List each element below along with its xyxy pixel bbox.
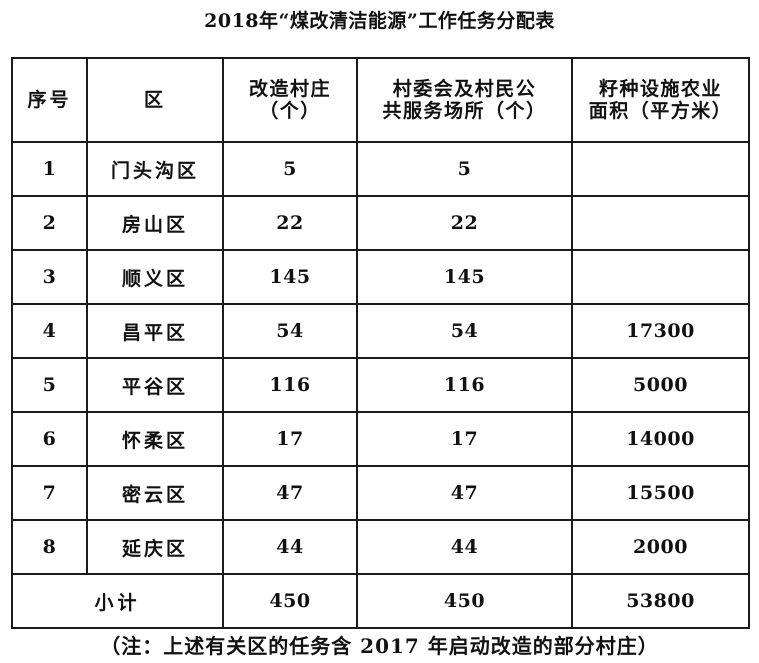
cell-index: 5 <box>11 357 88 413</box>
cell-service-sites: 17 <box>356 411 573 467</box>
table-header: 序号 区 改造村庄 （个） 村委会及村民公 共服务场所（个） 籽种设施农业 面积… <box>11 57 750 143</box>
table-footnote: （注：上述有关区的任务含 2017 年启动改造的部分村庄） <box>100 634 659 658</box>
cell-index: 3 <box>11 249 88 305</box>
cell-greenhouse-area: 2000 <box>571 519 750 575</box>
cell-greenhouse-area <box>571 195 750 251</box>
table-row: 4 昌平区 54 54 17300 <box>11 303 750 359</box>
cell-index: 1 <box>11 141 88 197</box>
cell-greenhouse-area: 15500 <box>571 465 750 521</box>
cell-service-sites: 145 <box>356 249 573 305</box>
column-header-greenhouse-area: 籽种设施农业 面积（平方米） <box>571 57 750 143</box>
cell-villages: 22 <box>222 195 358 251</box>
cell-district: 房山区 <box>86 195 224 251</box>
cell-district: 平谷区 <box>86 357 224 413</box>
cell-greenhouse-area: 5000 <box>571 357 750 413</box>
table-row: 1 门头沟区 5 5 <box>11 141 750 197</box>
table-header-row: 序号 区 改造村庄 （个） 村委会及村民公 共服务场所（个） 籽种设施农业 面积… <box>11 57 750 143</box>
cell-index: 2 <box>11 195 88 251</box>
column-header-greenhouse-area-line2: 面积（平方米） <box>588 100 733 122</box>
cell-service-sites: 5 <box>356 141 573 197</box>
cell-subtotal-label: 小计 <box>11 573 224 629</box>
table-subtotal-row: 小计 450 450 53800 <box>11 573 750 629</box>
column-header-service-sites: 村委会及村民公 共服务场所（个） <box>356 57 573 143</box>
table-body: 1 门头沟区 5 5 2 房山区 22 22 3 顺义区 145 <box>11 141 750 629</box>
cell-greenhouse-area: 17300 <box>571 303 750 359</box>
cell-district: 顺义区 <box>86 249 224 305</box>
cell-index: 8 <box>11 519 88 575</box>
cell-district: 昌平区 <box>86 303 224 359</box>
cell-subtotal-service-sites: 450 <box>356 573 573 629</box>
cell-villages: 44 <box>222 519 358 575</box>
cell-district: 密云区 <box>86 465 224 521</box>
cell-villages: 5 <box>222 141 358 197</box>
column-header-villages-line1: 改造村庄 <box>248 77 331 100</box>
cell-service-sites: 47 <box>356 465 573 521</box>
cell-villages: 116 <box>222 357 358 413</box>
cell-subtotal-villages: 450 <box>222 573 358 629</box>
cell-greenhouse-area: 14000 <box>571 411 750 467</box>
table-row: 3 顺义区 145 145 <box>11 249 750 305</box>
column-header-district: 区 <box>86 57 224 143</box>
cell-greenhouse-area <box>571 249 750 305</box>
table-row: 5 平谷区 116 116 5000 <box>11 357 750 413</box>
cell-greenhouse-area <box>571 141 750 197</box>
cell-district: 门头沟区 <box>86 141 224 197</box>
cell-service-sites: 54 <box>356 303 573 359</box>
cell-villages: 17 <box>222 411 358 467</box>
column-header-index: 序号 <box>11 57 88 143</box>
cell-district: 怀柔区 <box>86 411 224 467</box>
cell-service-sites: 22 <box>356 195 573 251</box>
cell-district: 延庆区 <box>86 519 224 575</box>
column-header-villages-line2: （个） <box>259 100 321 122</box>
cell-service-sites: 44 <box>356 519 573 575</box>
table-row: 2 房山区 22 22 <box>11 195 750 251</box>
column-header-villages: 改造村庄 （个） <box>222 57 358 143</box>
cell-service-sites: 116 <box>356 357 573 413</box>
table-container: 序号 区 改造村庄 （个） 村委会及村民公 共服务场所（个） 籽种设施农业 面积… <box>11 57 750 629</box>
table-row: 6 怀柔区 17 17 14000 <box>11 411 750 467</box>
task-allocation-table: 序号 区 改造村庄 （个） 村委会及村民公 共服务场所（个） 籽种设施农业 面积… <box>11 57 750 629</box>
table-row: 7 密云区 47 47 15500 <box>11 465 750 521</box>
cell-index: 6 <box>11 411 88 467</box>
column-header-service-sites-line1: 村委会及村民公 <box>392 77 537 100</box>
table-row: 8 延庆区 44 44 2000 <box>11 519 750 575</box>
cell-subtotal-greenhouse-area: 53800 <box>571 573 750 629</box>
cell-villages: 145 <box>222 249 358 305</box>
cell-villages: 47 <box>222 465 358 521</box>
column-header-service-sites-line2: 共服务场所（个） <box>382 100 547 122</box>
column-header-greenhouse-area-line1: 籽种设施农业 <box>598 77 722 100</box>
cell-villages: 54 <box>222 303 358 359</box>
cell-index: 4 <box>11 303 88 359</box>
page-title: 2018年“煤改清洁能源”工作任务分配表 <box>204 10 555 32</box>
cell-index: 7 <box>11 465 88 521</box>
